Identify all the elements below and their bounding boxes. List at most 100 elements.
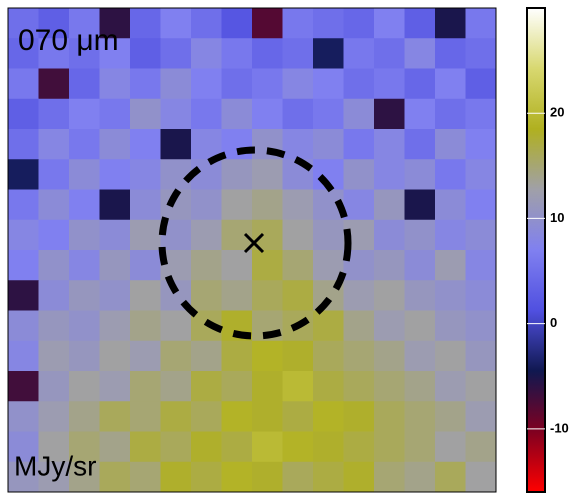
heatmap-cell [99,98,131,130]
heatmap-cell [343,461,375,493]
heatmap-cell [404,250,436,281]
heatmap-cell [130,250,161,281]
heatmap-cell [313,371,344,402]
heatmap-cell [99,250,131,281]
heatmap-cell [435,129,466,160]
heatmap-cell [374,340,405,372]
heatmap-cell [252,8,283,39]
heatmap-cell [38,219,70,251]
heatmap-cell [130,219,161,251]
heatmap-cell [374,8,405,39]
heatmap-cell [282,461,314,493]
heatmap-cell [282,250,314,281]
heatmap-cell [252,159,283,190]
heatmap-cell [465,38,497,69]
heatmap-cell [191,8,222,39]
heatmap-cell [282,219,314,251]
heatmap-cell [38,159,70,190]
heatmap-cell [221,461,253,493]
heatmap-cell [343,280,375,311]
heatmap-cell [99,68,131,100]
heatmap-cell [435,310,466,342]
heatmap-cell [38,250,70,281]
heatmap-cell [8,38,39,69]
heatmap-cell [313,340,344,372]
heatmap-cell [160,8,192,39]
heatmap-cell [465,340,497,372]
heatmap-cell [160,159,192,190]
heatmap-cell [313,38,344,69]
heatmap-cell [8,371,39,402]
heatmap-cell [99,431,131,463]
heatmap-cell [69,250,100,281]
heatmap-cell [252,371,283,402]
heatmap-cell [465,280,497,311]
heatmap-cell [374,68,405,100]
heatmap-cell [130,159,161,190]
heatmap-cell [221,8,253,39]
heatmap-cell [221,189,253,221]
heatmap-cell [69,8,100,39]
heatmap-cell [282,371,314,402]
heatmap-cell [374,310,405,342]
heatmap-cell [465,431,497,463]
heatmap-cell [374,280,405,311]
heatmap-cell [99,340,131,372]
heatmap-cell [435,340,466,372]
heatmap-cell [404,129,436,160]
heatmap-cell [374,371,405,402]
heatmap-cell [130,310,161,342]
heatmap-cell [465,219,497,251]
heatmap-cell [465,250,497,281]
heatmap-cell [130,98,161,130]
heatmap-cell [69,68,100,100]
heatmap-cell [99,159,131,190]
heatmap-cell [404,219,436,251]
heatmap-cell [313,129,344,160]
heatmap-cell [404,310,436,342]
heatmap-cell [69,219,100,251]
heatmap-cell [38,310,70,342]
heatmap-cell [38,129,70,160]
heatmap-cell [465,189,497,221]
heatmap-cell [404,431,436,463]
heatmap-cell [69,461,100,493]
heatmap-cell [130,461,161,493]
heatmap-cell [435,98,466,130]
heatmap-cell [221,68,253,100]
heatmap-cell [404,68,436,100]
heatmap-cell [282,68,314,100]
heatmap-cell [191,38,222,69]
heatmap-cell [191,371,222,402]
heatmap-cell [404,401,436,432]
heatmap-cell [160,129,192,160]
heatmap-cell [374,189,405,221]
heatmap-cell [8,310,39,342]
heatmap-cell [69,401,100,432]
heatmap-cell [221,38,253,69]
heatmap-cell [221,340,253,372]
heatmap-cell [221,401,253,432]
heatmap-cell [404,280,436,311]
heatmap-cell [404,98,436,130]
heatmap-cell [282,340,314,372]
heatmap-cell [404,371,436,402]
heatmap-cell [69,98,100,130]
heatmap-cell [404,38,436,69]
heatmap-cell [343,189,375,221]
heatmap-cell [69,371,100,402]
heatmap-cell [160,38,192,69]
heatmap-cell [38,401,70,432]
heatmap-cell [374,159,405,190]
heatmap-cell [38,461,70,493]
heatmap-cell [313,461,344,493]
heatmap-cell [191,340,222,372]
heatmap-cell [69,38,100,69]
heatmap-cell [313,401,344,432]
heatmap-cell [252,461,283,493]
heatmap-cell [38,8,70,39]
heatmap-cell [282,280,314,311]
heatmap-cell [130,8,161,39]
colorbar-tick-label: 0 [550,315,557,330]
